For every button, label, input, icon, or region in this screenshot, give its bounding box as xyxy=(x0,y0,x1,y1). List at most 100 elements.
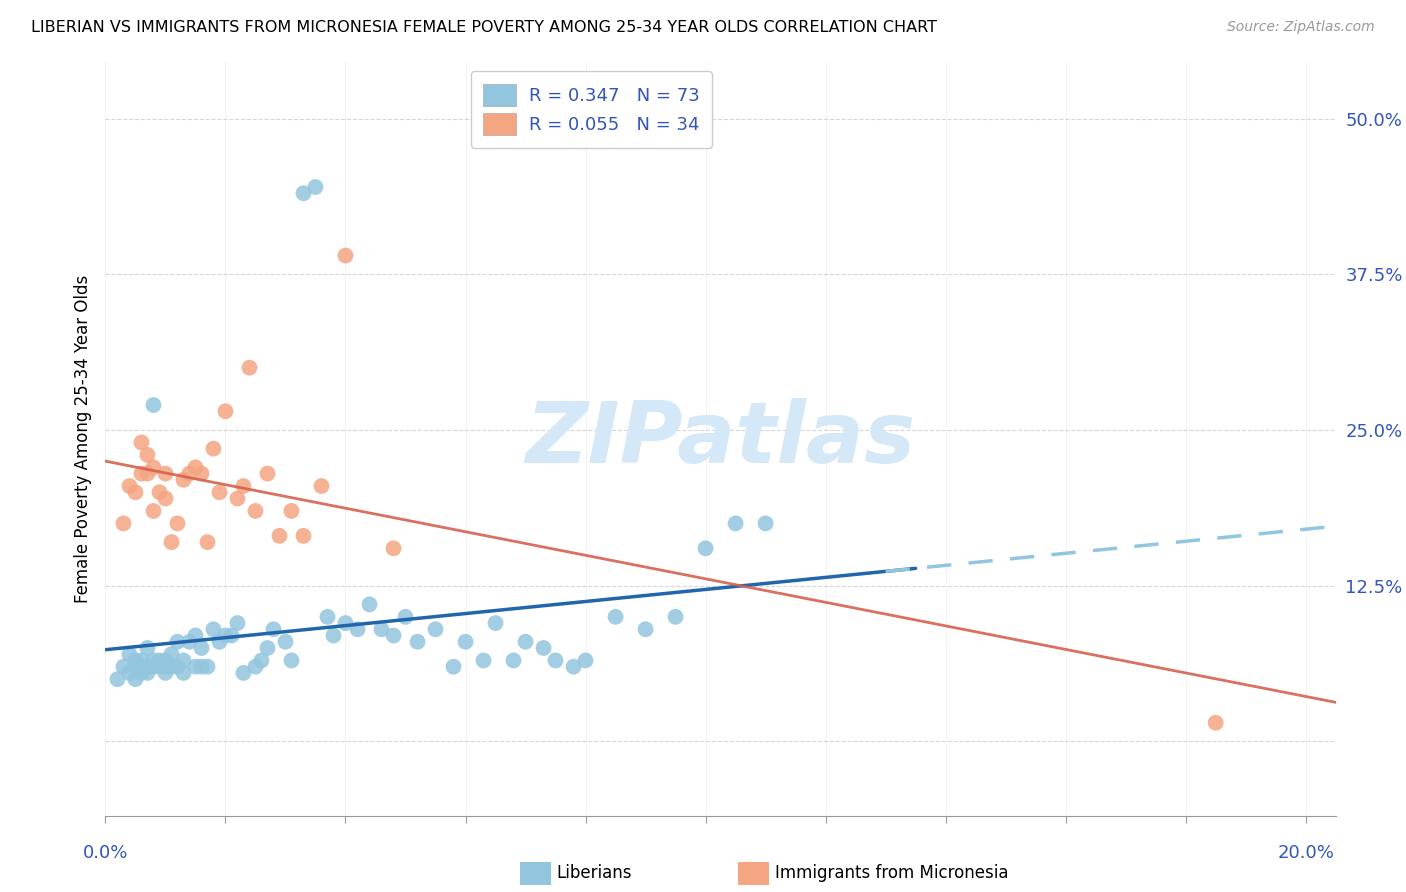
Point xyxy=(148,653,170,667)
Point xyxy=(155,467,177,481)
Point xyxy=(190,467,212,481)
Point xyxy=(166,634,188,648)
Point xyxy=(256,467,278,481)
Point xyxy=(472,653,495,667)
Point xyxy=(155,491,177,506)
Point xyxy=(142,504,165,518)
Point xyxy=(232,479,254,493)
Point xyxy=(280,504,302,518)
Point xyxy=(155,653,177,667)
Point xyxy=(136,659,159,673)
Point xyxy=(142,460,165,475)
Point xyxy=(245,659,267,673)
Point xyxy=(484,616,506,631)
Text: ZIPatlas: ZIPatlas xyxy=(526,398,915,481)
Point xyxy=(172,653,194,667)
Point xyxy=(226,491,249,506)
Point xyxy=(112,659,135,673)
Point xyxy=(131,653,153,667)
Point xyxy=(605,610,627,624)
Point xyxy=(256,640,278,655)
Text: 0.0%: 0.0% xyxy=(83,844,128,862)
Point xyxy=(274,634,297,648)
Point xyxy=(148,659,170,673)
Point xyxy=(562,659,585,673)
Point xyxy=(232,665,254,680)
Point xyxy=(172,473,194,487)
Point xyxy=(184,659,207,673)
Point xyxy=(208,485,231,500)
Point xyxy=(634,622,657,636)
Point xyxy=(160,659,183,673)
Point xyxy=(184,460,207,475)
Point xyxy=(166,516,188,531)
Point xyxy=(124,659,146,673)
Point xyxy=(118,479,141,493)
Point xyxy=(148,485,170,500)
Point xyxy=(155,659,177,673)
Point xyxy=(515,634,537,648)
Point xyxy=(190,659,212,673)
Point xyxy=(394,610,416,624)
Point xyxy=(574,653,596,667)
Point xyxy=(142,659,165,673)
Point xyxy=(755,516,778,531)
Point xyxy=(304,180,326,194)
Text: Liberians: Liberians xyxy=(557,864,633,882)
Point xyxy=(202,622,225,636)
Point xyxy=(695,541,717,556)
Point xyxy=(142,398,165,412)
Point xyxy=(221,628,243,642)
Point xyxy=(214,628,236,642)
Point xyxy=(208,634,231,648)
Text: 20.0%: 20.0% xyxy=(1277,844,1334,862)
Point xyxy=(335,616,357,631)
Point xyxy=(250,653,273,667)
Point xyxy=(172,665,194,680)
Point xyxy=(179,634,201,648)
Point xyxy=(107,672,129,686)
Point xyxy=(346,622,368,636)
Point xyxy=(197,535,219,549)
Point xyxy=(443,659,465,673)
Point xyxy=(136,665,159,680)
Point xyxy=(502,653,524,667)
Point xyxy=(1205,715,1227,730)
Point xyxy=(316,610,339,624)
Point xyxy=(190,640,212,655)
Point xyxy=(136,467,159,481)
Point xyxy=(238,360,260,375)
Point xyxy=(131,665,153,680)
Point xyxy=(124,485,146,500)
Point xyxy=(214,404,236,418)
Point xyxy=(454,634,477,648)
Point xyxy=(118,647,141,661)
Text: Immigrants from Micronesia: Immigrants from Micronesia xyxy=(775,864,1008,882)
Point xyxy=(664,610,686,624)
Point xyxy=(544,653,567,667)
Point xyxy=(533,640,555,655)
Point xyxy=(136,448,159,462)
Point xyxy=(269,529,291,543)
Point xyxy=(382,541,405,556)
Point xyxy=(359,598,381,612)
Point xyxy=(425,622,447,636)
Point xyxy=(322,628,344,642)
Point xyxy=(292,186,315,201)
Point xyxy=(335,248,357,262)
Point xyxy=(124,653,146,667)
Point xyxy=(370,622,392,636)
Point xyxy=(245,504,267,518)
Legend: R = 0.347   N = 73, R = 0.055   N = 34: R = 0.347 N = 73, R = 0.055 N = 34 xyxy=(471,71,711,148)
Point xyxy=(292,529,315,543)
Point xyxy=(124,672,146,686)
Point xyxy=(202,442,225,456)
Point xyxy=(406,634,429,648)
Point xyxy=(136,640,159,655)
Point xyxy=(160,647,183,661)
Point xyxy=(166,659,188,673)
Point xyxy=(118,665,141,680)
Y-axis label: Female Poverty Among 25-34 Year Olds: Female Poverty Among 25-34 Year Olds xyxy=(73,276,91,603)
Text: Source: ZipAtlas.com: Source: ZipAtlas.com xyxy=(1227,20,1375,34)
Point xyxy=(263,622,285,636)
